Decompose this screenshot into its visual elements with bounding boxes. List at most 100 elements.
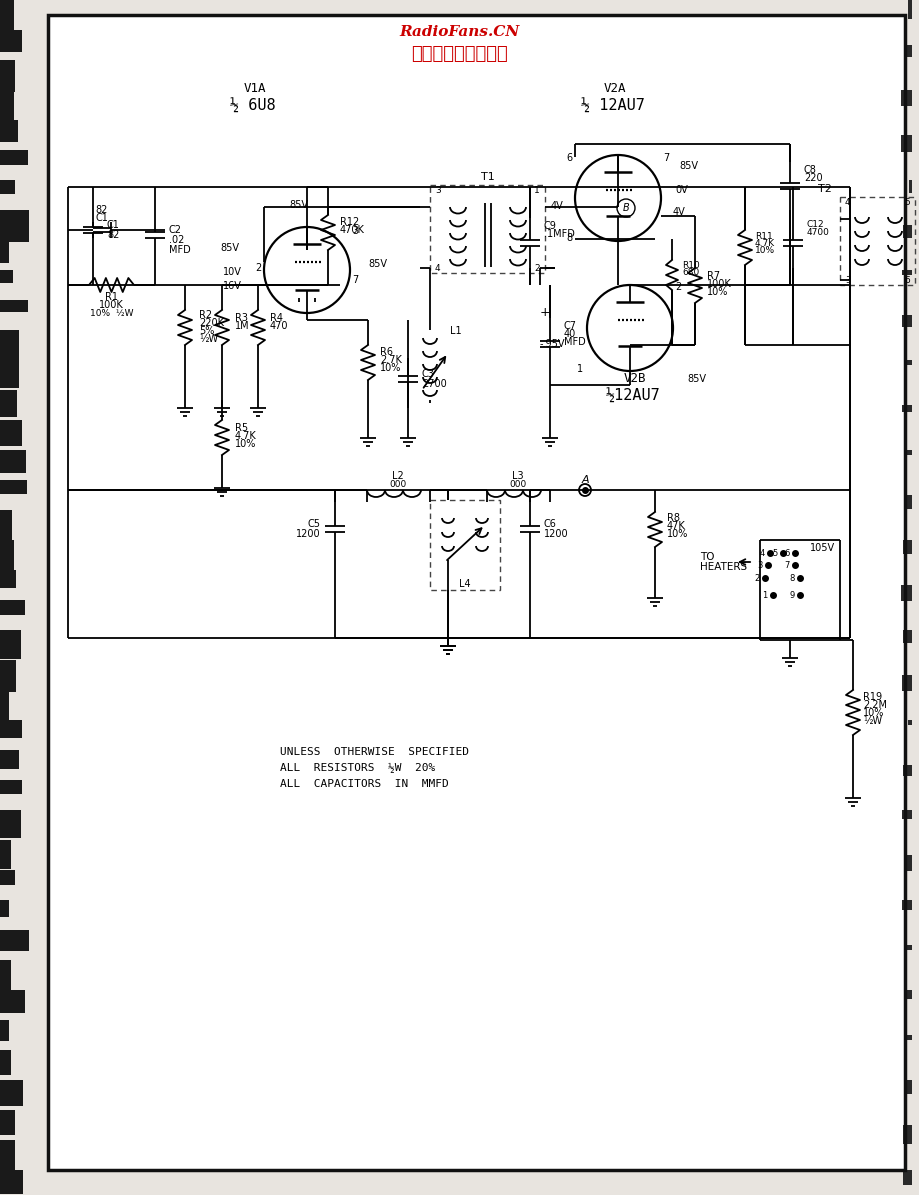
Text: L2: L2	[391, 471, 403, 482]
Bar	[429, 185, 544, 272]
Text: 2: 2	[754, 574, 759, 582]
Text: 4.7K: 4.7K	[754, 239, 775, 247]
Bar	[900, 135, 911, 152]
Bar	[902, 765, 911, 776]
Text: 4V: 4V	[673, 207, 685, 217]
Bar	[0, 721, 22, 739]
Text: 85V: 85V	[678, 161, 698, 171]
Text: ½ 12AU7: ½ 12AU7	[581, 98, 644, 114]
Bar	[0, 1080, 23, 1107]
Text: L4: L4	[459, 580, 471, 589]
Text: HEATERS: HEATERS	[699, 562, 746, 572]
Text: 40: 40	[563, 329, 575, 339]
Bar	[902, 630, 911, 643]
Bar	[0, 660, 16, 692]
Bar	[0, 750, 19, 770]
Text: .1MFD: .1MFD	[543, 229, 574, 239]
Bar	[0, 451, 26, 473]
Text: -.95V: -.95V	[539, 339, 564, 349]
Text: 000: 000	[509, 479, 526, 489]
Text: 10%: 10%	[862, 707, 883, 718]
Bar	[0, 989, 25, 1013]
Text: 4: 4	[435, 264, 440, 272]
Text: .02: .02	[169, 235, 184, 245]
Text: T2: T2	[817, 184, 831, 194]
Bar	[0, 540, 14, 572]
Text: R1: R1	[105, 292, 118, 302]
Text: L1: L1	[449, 326, 461, 336]
Bar	[906, 1035, 911, 1040]
Bar	[906, 854, 911, 871]
Text: 2: 2	[675, 282, 680, 292]
Text: TO: TO	[699, 552, 714, 562]
Bar	[902, 1124, 911, 1144]
Circle shape	[578, 484, 590, 496]
Text: C1: C1	[96, 213, 108, 223]
Text: C12: C12	[806, 220, 823, 228]
Bar	[906, 989, 911, 999]
Text: R7: R7	[706, 271, 720, 281]
Bar	[0, 240, 9, 263]
Text: 7: 7	[663, 153, 668, 163]
Text: R11: R11	[754, 232, 772, 240]
Text: R19: R19	[862, 692, 881, 701]
Text: ALL  RESISTORS  ½W  20%: ALL RESISTORS ½W 20%	[279, 762, 435, 773]
Text: 100K: 100K	[99, 300, 124, 310]
Text: 85V: 85V	[686, 374, 705, 384]
Text: 1: 1	[762, 590, 766, 600]
Text: 1200: 1200	[543, 528, 568, 539]
Bar	[901, 810, 911, 819]
Bar	[0, 300, 28, 312]
Text: V2B: V2B	[623, 372, 645, 385]
Text: 220K: 220K	[199, 318, 223, 327]
Text: C6: C6	[543, 519, 556, 528]
Text: 9: 9	[789, 590, 794, 600]
Bar	[901, 315, 911, 327]
Text: C2: C2	[169, 225, 182, 235]
Bar	[0, 810, 21, 838]
Text: C7: C7	[563, 321, 576, 331]
Bar	[0, 90, 14, 120]
Text: 3: 3	[435, 185, 440, 195]
Bar	[839, 197, 914, 284]
Text: 3: 3	[352, 226, 357, 235]
Bar	[0, 0, 14, 31]
Bar	[0, 960, 11, 993]
Bar	[0, 1021, 9, 1041]
Text: 2: 2	[534, 264, 539, 272]
Text: 470K: 470K	[340, 225, 365, 235]
Bar	[902, 1170, 911, 1185]
Text: L3: L3	[512, 471, 523, 482]
Text: 470: 470	[269, 321, 289, 331]
Bar	[0, 480, 27, 494]
Text: C5: C5	[308, 519, 321, 528]
Text: R2: R2	[199, 310, 212, 320]
Bar	[900, 586, 911, 601]
Bar	[904, 1080, 911, 1093]
Bar	[0, 510, 12, 540]
Bar	[901, 675, 911, 691]
Text: 4: 4	[844, 197, 850, 207]
Bar	[0, 419, 22, 446]
Bar	[0, 780, 22, 793]
Text: 1200: 1200	[296, 528, 321, 539]
Text: 6: 6	[784, 549, 789, 558]
Bar	[0, 1050, 11, 1076]
Bar	[901, 405, 911, 412]
Text: R5: R5	[234, 423, 248, 433]
Text: C9: C9	[543, 221, 556, 231]
Text: 收音机爱好者资料库: 收音机爱好者资料库	[411, 45, 508, 63]
Text: R10: R10	[681, 261, 699, 270]
Bar	[0, 900, 9, 917]
Text: 100K: 100K	[706, 278, 731, 289]
Text: V1A: V1A	[244, 81, 266, 94]
Bar	[0, 1170, 23, 1194]
Bar	[0, 30, 22, 53]
Bar	[0, 690, 9, 721]
Text: R12: R12	[340, 217, 358, 227]
Text: 0V: 0V	[675, 185, 687, 195]
Text: B: B	[622, 203, 629, 213]
Bar	[902, 540, 911, 554]
Bar	[906, 945, 911, 950]
Bar	[904, 495, 911, 509]
